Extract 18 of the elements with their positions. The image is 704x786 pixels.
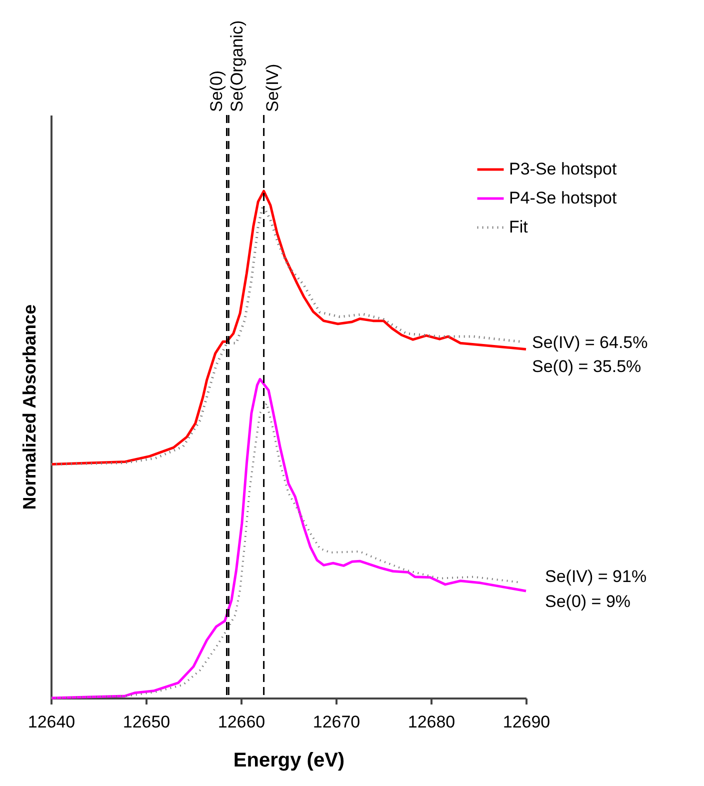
x-tick-label: 12680 [408,712,456,732]
ref-line-label: Se(IV) [262,64,282,112]
legend-label: Fit [509,218,528,236]
x-tick-label: 12640 [28,712,76,732]
x-axis-title: Energy (eV) [233,750,345,772]
x-tick-label: 12650 [122,712,170,732]
y-axis-title: Normalized Absorbance [20,304,40,510]
ref-line-label: Se(Organic) [228,20,247,112]
ref-line-label: Se(0) [206,70,226,112]
legend-label: P4-Se hotspot [509,188,618,208]
x-tick-label: 12660 [218,712,266,732]
x-tick-label: 12670 [312,712,360,732]
x-tick-label: 12690 [502,712,550,732]
text: Se(0) = 35.5% [532,357,642,376]
text: Se(0) = 9% [545,592,631,611]
text: Se(IV) = 64.5% [532,333,648,352]
legend-label: P3-Se hotspot [509,160,618,178]
text: Se(IV) = 91% [545,567,647,586]
